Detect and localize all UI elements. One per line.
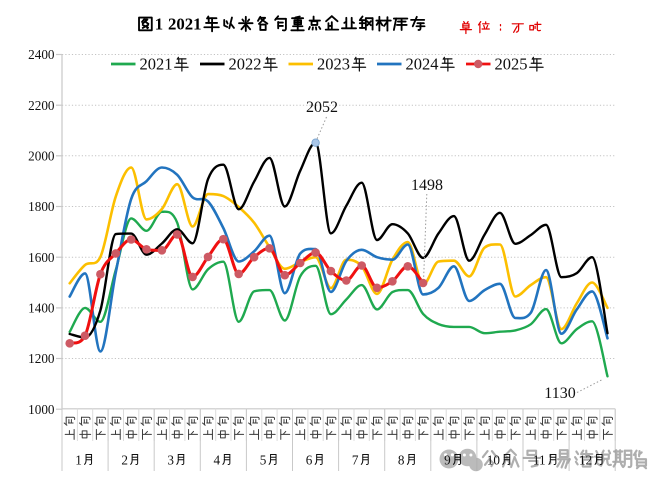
svg-text:3: 3 bbox=[167, 452, 174, 467]
svg-text:1400: 1400 bbox=[28, 301, 55, 316]
svg-text:6: 6 bbox=[306, 452, 313, 467]
svg-text:1: 1 bbox=[75, 452, 82, 467]
svg-text:11: 11 bbox=[533, 452, 546, 467]
svg-text:2023: 2023 bbox=[317, 54, 350, 73]
svg-text:2022: 2022 bbox=[229, 54, 262, 73]
svg-text:2400: 2400 bbox=[28, 47, 55, 62]
svg-text:2025: 2025 bbox=[495, 54, 528, 73]
svg-text:1600: 1600 bbox=[28, 250, 55, 265]
svg-text:1498: 1498 bbox=[411, 177, 443, 194]
svg-text:8: 8 bbox=[398, 452, 405, 467]
svg-text:7: 7 bbox=[352, 452, 359, 467]
svg-text:5: 5 bbox=[260, 452, 267, 467]
svg-text:2000: 2000 bbox=[28, 148, 55, 163]
svg-text:1200: 1200 bbox=[28, 351, 55, 366]
svg-text:2052: 2052 bbox=[306, 99, 338, 116]
svg-text:1130: 1130 bbox=[544, 385, 575, 402]
svg-text:2024: 2024 bbox=[406, 54, 439, 73]
svg-text:10: 10 bbox=[487, 452, 501, 467]
svg-text:2021: 2021 bbox=[140, 54, 173, 73]
svg-text:2021: 2021 bbox=[168, 15, 202, 34]
svg-text:2200: 2200 bbox=[28, 98, 55, 113]
svg-text:9: 9 bbox=[444, 452, 451, 467]
svg-text:4: 4 bbox=[214, 452, 221, 467]
svg-text:2: 2 bbox=[121, 452, 128, 467]
svg-text:12: 12 bbox=[579, 452, 592, 467]
svg-text:1000: 1000 bbox=[28, 402, 55, 417]
svg-text:1: 1 bbox=[155, 15, 163, 34]
svg-text:1800: 1800 bbox=[28, 199, 55, 214]
